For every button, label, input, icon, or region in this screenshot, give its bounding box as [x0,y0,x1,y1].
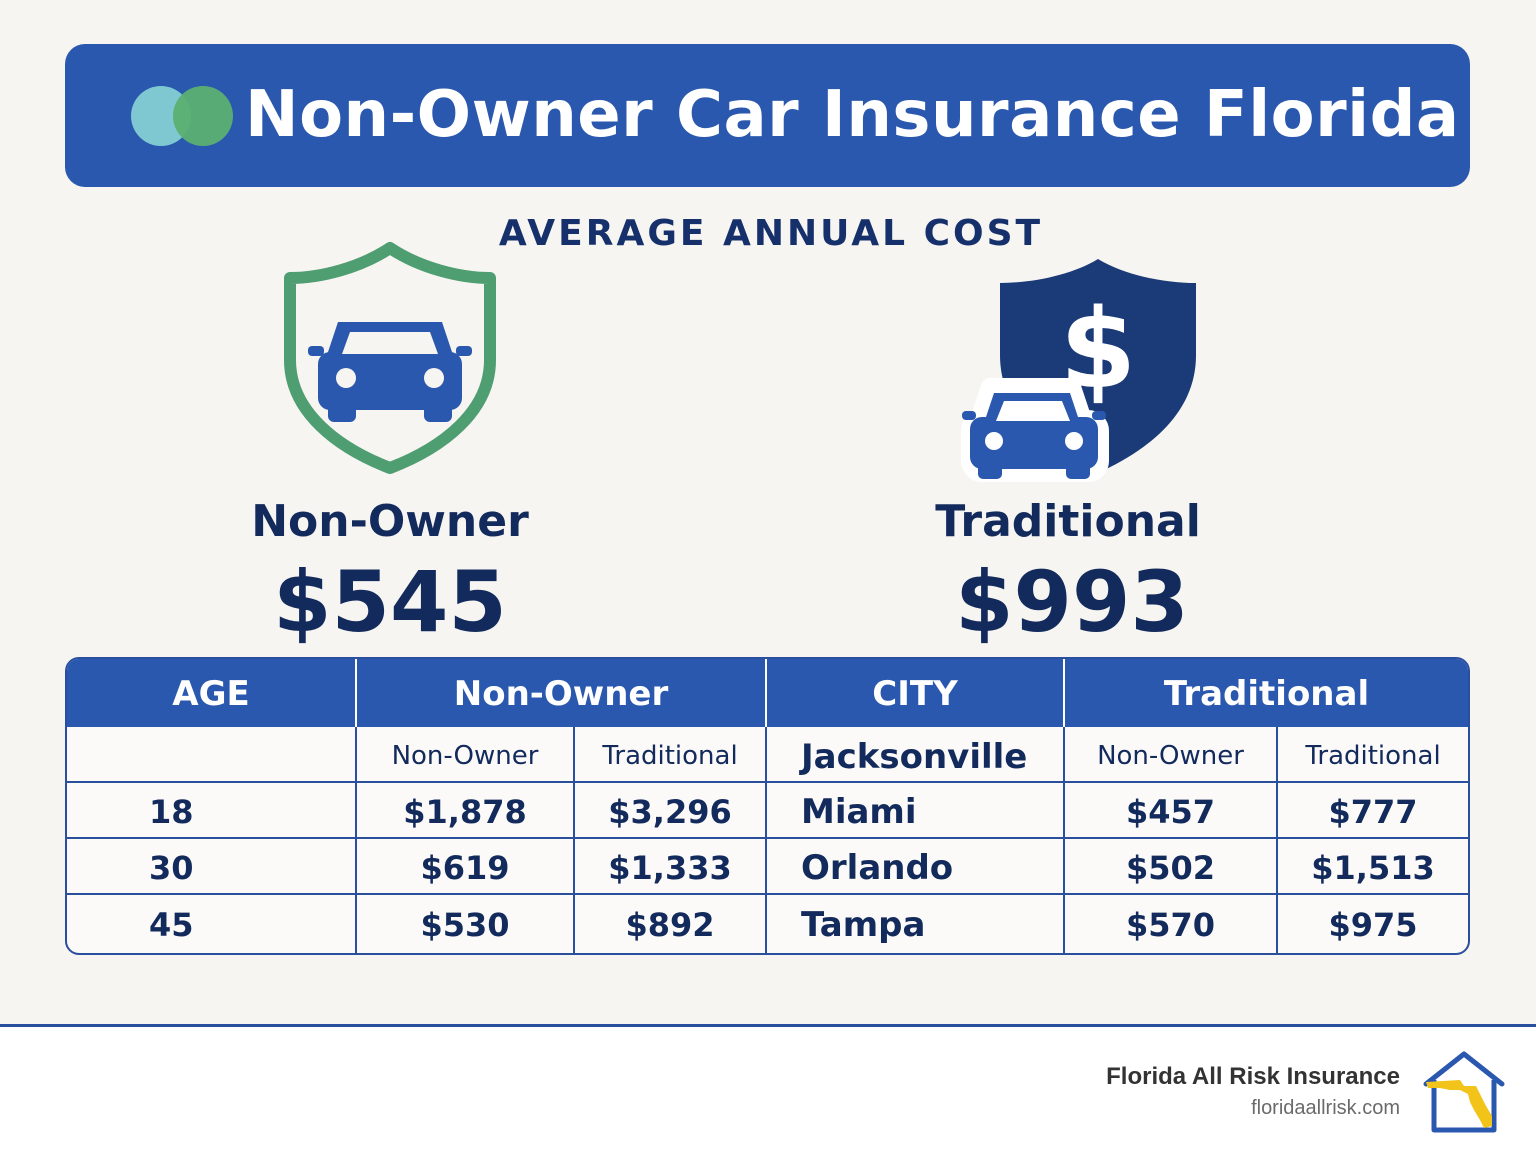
subheader-age-non-owner: Non-Owner [391,741,539,771]
table-header-row: AGE Non-Owner CITY Traditional [67,659,1468,727]
table-row-3-city: Tampa [801,905,926,945]
header-age: AGE [172,674,250,714]
header-city: CITY [872,674,958,714]
table-row-3-age: 45 [149,906,194,944]
table-row-2-city-non-owner: $502 [1125,849,1216,887]
table-row-3-age-non-owner: $530 [420,906,510,944]
table-row-1-city: Miami [801,792,917,832]
table-row-3-city-traditional: $975 [1328,906,1418,944]
table-row-1-city-traditional: $777 [1328,793,1418,831]
table-row-1-city-non-owner: $457 [1125,793,1216,831]
traditional-label: Traditional [935,496,1201,547]
header-traditional: Traditional [1163,674,1370,714]
table-row-2-age-traditional: $1,333 [608,849,732,887]
shield-car-icon [284,242,496,474]
table-row-3-age-traditional: $892 [625,906,715,944]
table-row-2-city: Orlando [801,848,954,888]
table-row-1-age-traditional: $3,296 [608,793,732,831]
house-florida-logo-icon [1423,1051,1505,1133]
traditional-average-value: $993 [955,553,1189,651]
table-row-2-age: 30 [149,849,194,887]
header-non-owner: Non-Owner [453,674,669,714]
subheader-age-traditional: Traditional [602,741,738,771]
non-owner-average-value: $545 [273,553,507,651]
shield-dollar-car-icon: $ [961,259,1196,482]
subheader-city-jacksonville: Jacksonville [801,737,1028,777]
table-row-3-city-non-owner: $570 [1125,906,1216,944]
title-banner: Non-Owner Car Insurance Florida [65,44,1470,187]
table-row-1-age-non-owner: $1,878 [403,793,527,831]
footer-divider [0,1024,1536,1027]
table-row-2-age-non-owner: $619 [420,849,510,887]
non-owner-label: Non-Owner [251,496,529,547]
cost-table: AGE Non-Owner CITY Traditional Non-Owner… [65,657,1470,955]
table-row-1-age: 18 [149,793,194,831]
page-title: Non-Owner Car Insurance Florida [245,78,1460,152]
brand-url-link[interactable]: floridaallrisk.com [1251,1097,1400,1119]
table-row-2-city-traditional: $1,513 [1311,849,1435,887]
footer [0,1027,1536,1154]
brand-name: Florida All Risk Insurance [1106,1063,1400,1090]
subheader-city-traditional: Traditional [1305,741,1441,771]
two-circles-logo-icon [131,86,233,146]
subheader-city-non-owner: Non-Owner [1097,741,1244,771]
section-subtitle: AVERAGE ANNUAL COST [498,213,1044,254]
